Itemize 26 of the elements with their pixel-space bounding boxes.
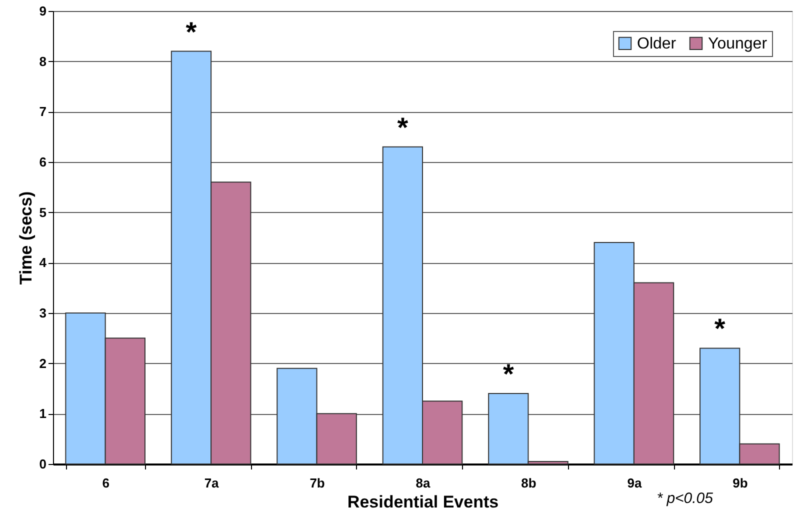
x-tick-label: 9a [627,476,642,490]
x-tick-label: 7b [310,476,325,490]
annotation: * [502,358,514,390]
text: * p<0.05 [656,490,714,507]
y-tick-label: 5 [39,204,46,220]
legend-label: Younger [708,35,768,52]
y-tick-label: 2 [39,356,46,371]
y-tick-label: 3 [39,306,46,320]
annotation: * [397,112,408,143]
y-tick-label: 4 [39,255,48,270]
y-tick-label: 6 [39,154,46,170]
x-tick-label: 6 [102,476,110,490]
x-axis-title: Residential Events [347,492,499,512]
y-tick-label: 9 [39,4,46,18]
y-tick-label: 1 [39,406,46,422]
y-tick-label: 8 [39,54,46,69]
annotation: * [186,16,197,48]
x-tick-label: 7a [204,476,220,490]
legend-label: Older [637,35,677,52]
annotation: * [714,313,726,344]
y-tick-label: 7 [39,104,46,120]
y-tick-label: 0 [39,456,46,472]
x-tick-label: 9b [732,476,748,490]
x-tick-label: 8b [521,476,536,490]
y-axis-title: Time (secs) [16,191,36,285]
x-tick-label: 8a [416,476,431,490]
